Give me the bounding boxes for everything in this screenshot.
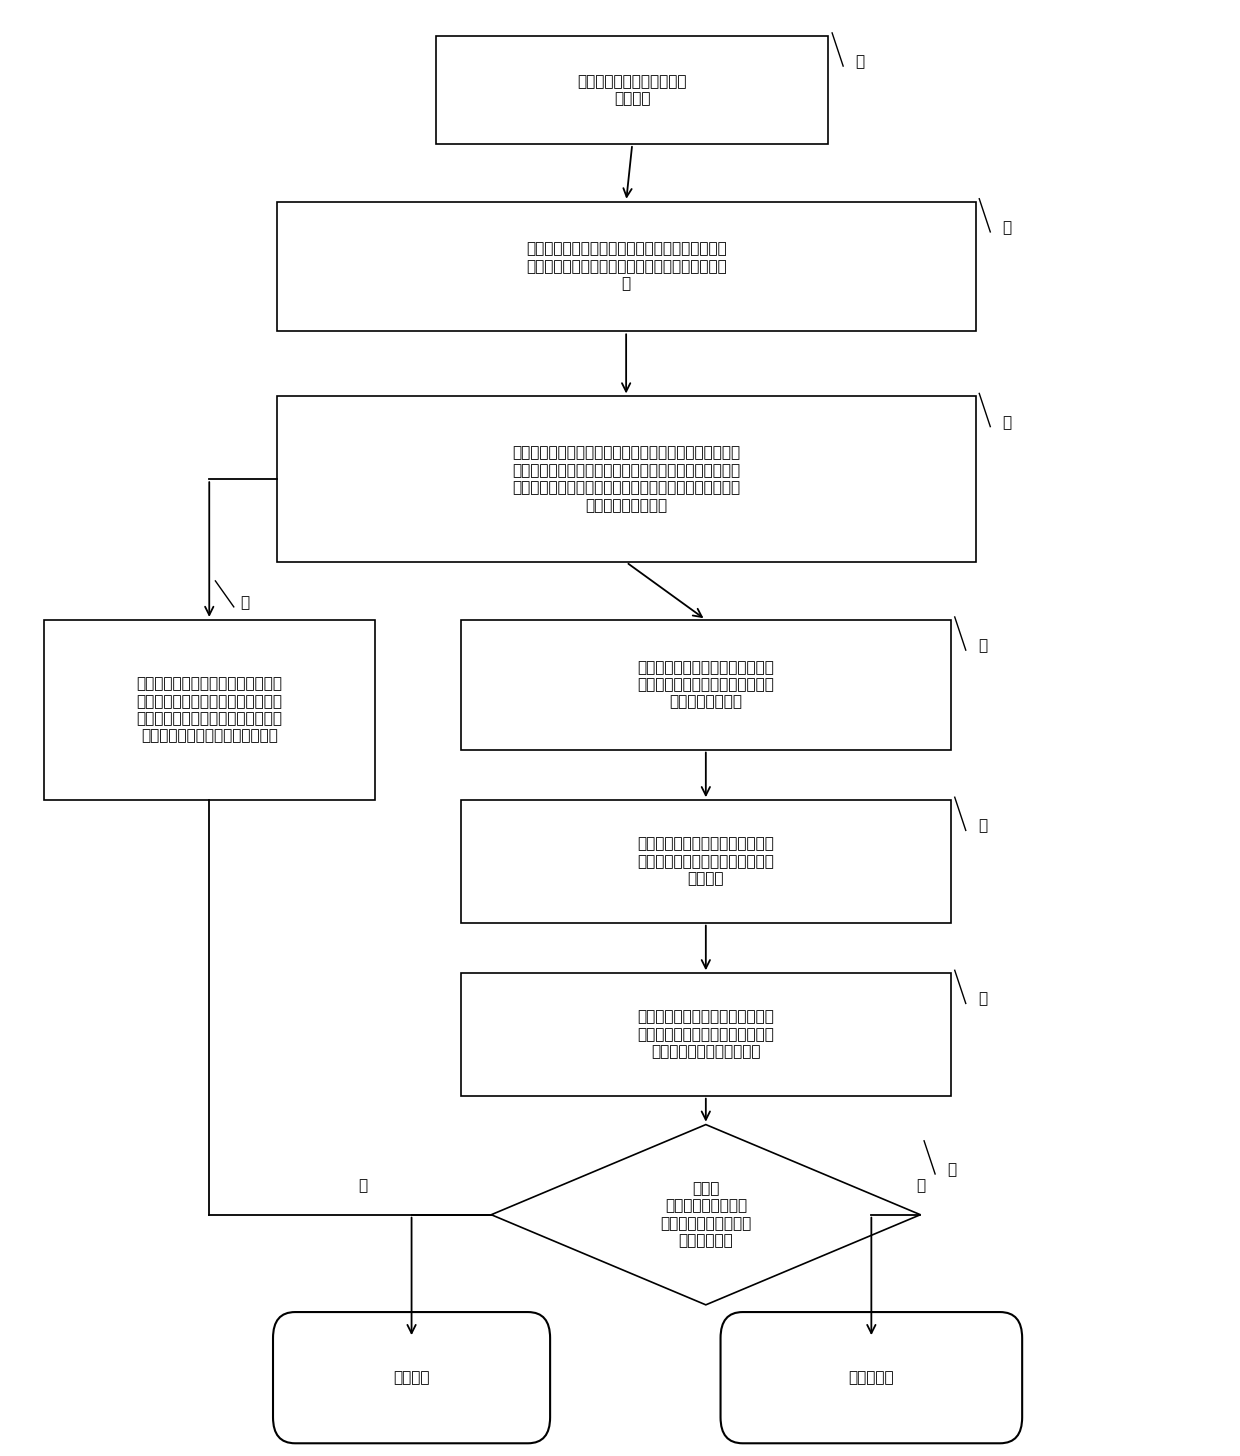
Text: 根据实际图片中电机定位柱的中心点坐标计算所有电机定
位柱合围形状的中心点坐标，将中心点坐标与标准装配图
片中所有电机定位柱合围形状的中心点坐标做差，获得两
个中: 根据实际图片中电机定位柱的中心点坐标计算所有电机定 位柱合围形状的中心点坐标，将… bbox=[512, 446, 740, 513]
Text: 判断电
机定位柱的面积差、
直径和电机引脚的垂直
度是否均合格: 判断电 机定位柱的面积差、 直径和电机引脚的垂直 度是否均合格 bbox=[660, 1181, 751, 1248]
FancyBboxPatch shape bbox=[277, 201, 976, 332]
FancyBboxPatch shape bbox=[436, 36, 828, 144]
Text: 装配合格: 装配合格 bbox=[393, 1370, 430, 1385]
FancyBboxPatch shape bbox=[273, 1312, 551, 1443]
Text: 否: 否 bbox=[916, 1178, 925, 1192]
Text: 根据电机定位柱的直径计算电机定位
柱的面积，然后将实际图片中电机定
位柱的面积分别与标准装配图片中电
机定位柱的面积做差，获得面积差: 根据电机定位柱的直径计算电机定位 柱的面积，然后将实际图片中电机定 位柱的面积分… bbox=[136, 677, 283, 744]
Text: 在电机引脚的范围内，拾取实际图
片中对应的电机引脚轮廓、并获得
电机引脚的直径，即垂直度: 在电机引脚的范围内，拾取实际图 片中对应的电机引脚轮廓、并获得 电机引脚的直径，… bbox=[637, 1009, 774, 1060]
FancyBboxPatch shape bbox=[460, 620, 951, 750]
Text: 七: 七 bbox=[978, 992, 987, 1006]
FancyBboxPatch shape bbox=[460, 973, 951, 1096]
Text: 五: 五 bbox=[978, 638, 987, 654]
Text: 三: 三 bbox=[239, 596, 249, 610]
FancyBboxPatch shape bbox=[277, 396, 976, 562]
Text: 在实际图片中分别对每个电机定位柱的轮廓进行拾
取、并分别获得每个电机定位柱的直径和中心点坐
标: 在实际图片中分别对每个电机定位柱的轮廓进行拾 取、并分别获得每个电机定位柱的直径… bbox=[526, 242, 727, 291]
Text: 一: 一 bbox=[856, 54, 864, 70]
Polygon shape bbox=[491, 1124, 920, 1305]
Text: 采集装配有电机的装配板的
实际图片: 采集装配有电机的装配板的 实际图片 bbox=[578, 74, 687, 106]
Text: 利用偏差与标准装配图片中电机引
脚的中心坐标、获得实际图片中电
机引脚的中心坐标: 利用偏差与标准装配图片中电机引 脚的中心坐标、获得实际图片中电 机引脚的中心坐标 bbox=[637, 660, 774, 709]
FancyBboxPatch shape bbox=[460, 801, 951, 923]
FancyBboxPatch shape bbox=[720, 1312, 1022, 1443]
Text: 二: 二 bbox=[1003, 220, 1012, 234]
Text: 装配不合格: 装配不合格 bbox=[848, 1370, 894, 1385]
Text: 是: 是 bbox=[358, 1178, 367, 1192]
Text: 四: 四 bbox=[1003, 415, 1012, 430]
FancyBboxPatch shape bbox=[43, 620, 374, 801]
Text: 六: 六 bbox=[978, 818, 987, 834]
Text: 八: 八 bbox=[947, 1162, 956, 1176]
Text: 利用标准引脚半径和实际图片中电
机引脚的中心坐标分别计算电机引
脚的范围: 利用标准引脚半径和实际图片中电 机引脚的中心坐标分别计算电机引 脚的范围 bbox=[637, 837, 774, 887]
